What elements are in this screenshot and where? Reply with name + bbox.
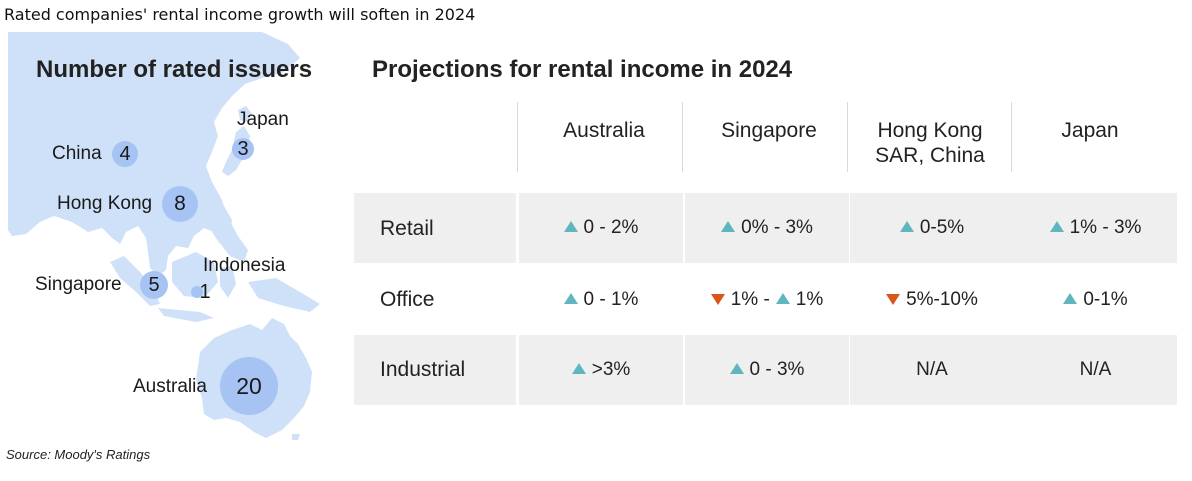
projection-value: 0-5% [899,217,965,239]
taiwan-landmass [210,192,218,208]
projection-text: 0-5% [919,217,965,238]
projection-value: 0 - 2% [563,217,639,239]
tasmania-landmass [292,434,300,440]
column-header-line: Singapore [721,119,817,142]
row-label-retail: Retail [380,217,434,240]
projection-value: N/A [916,359,948,381]
borneo-landmass [172,252,218,298]
projection-text: 1% - [730,289,770,310]
source-note: Source: Moody's Ratings [6,447,151,462]
projection-text: 0 - 3% [749,359,805,380]
projection-text: 5%-10% [906,289,978,310]
sulawesi-landmass [220,266,236,298]
column-header-line: Japan [1061,119,1119,142]
down-arrow-icon [710,293,725,305]
projection-cell: >3% [519,335,683,405]
projection-cell: 5%-10% [850,265,1014,335]
up-arrow-icon [1063,292,1078,304]
projection-text: >3% [591,359,631,380]
column-header-line: Hong Kong [877,119,983,142]
australia-count: 20 [236,373,262,399]
hong-kong-bubble [162,186,198,222]
australia-label: Australia [133,376,207,397]
projection-cell: N/A [1014,335,1177,405]
projection-text: 0 - 1% [583,289,639,310]
japan-label: Japan [237,109,289,130]
projection-text: 0% - 3% [741,217,813,238]
row-label-office: Office [380,288,435,311]
column-divider [1011,102,1012,172]
singapore-label: Singapore [35,274,122,295]
projection-value: 1% [775,289,824,311]
projection-value: 5%-10% [886,289,978,311]
projection-text: 0 - 2% [583,217,639,238]
projection-cell: 0-1% [1014,265,1177,335]
projection-cell: N/A [850,335,1014,405]
column-header-singapore: Singapore [687,118,851,143]
hokkaido-landmass [238,106,252,122]
row-label-shade [354,335,516,405]
indonesia-count: 1 [199,281,211,303]
new-guinea-landmass [248,278,320,312]
up-arrow-icon [1049,220,1064,232]
japan-count: 3 [237,138,249,160]
projection-cell: 0 - 2% [519,193,683,263]
china-label: China [52,143,102,164]
up-arrow-icon [899,220,914,232]
projection-text: N/A [1079,359,1112,380]
projection-cell: 1% - 1% [685,265,849,335]
up-arrow-icon [775,292,790,304]
indonesia-label: Indonesia [203,255,286,276]
china-bubble [112,141,138,167]
projection-cell: 0-5% [850,193,1014,263]
row-label-industrial: Industrial [380,358,466,381]
projection-text: 1% [795,289,824,310]
java-landmass [158,308,214,322]
singapore-bubble [140,271,168,299]
up-arrow-icon [571,362,586,374]
projection-cell: 1% - 3% [1014,193,1177,263]
column-header-line: Australia [563,119,645,142]
column-divider [847,102,848,172]
projection-cell: 0 - 3% [685,335,849,405]
down-arrow-icon [886,293,901,305]
projection-value: 1% - 3% [1049,217,1142,239]
up-arrow-icon [721,220,736,232]
row-label-shade [354,193,516,263]
projection-text: 0-1% [1083,289,1128,310]
up-arrow-icon [563,220,578,232]
projection-value: 0 - 1% [563,289,639,311]
singapore-count: 5 [148,274,160,296]
up-arrow-icon [563,292,578,304]
column-header-australia: Australia [522,118,686,143]
china-count: 4 [119,143,131,165]
asia-pacific-map [8,32,320,440]
chart-title: Rated companies' rental income growth wi… [4,5,476,24]
projection-text: N/A [916,359,948,380]
projection-value: 0% - 3% [721,217,813,239]
column-header-hong-kong: Hong Kong SAR, China [848,118,1012,168]
hong-kong-count: 8 [174,192,186,215]
japan-bubble [232,138,254,160]
indonesia-bubble [191,286,203,298]
projection-value: 0 - 3% [729,359,805,381]
map-heading: Number of rated issuers [36,56,313,83]
projection-value: 0-1% [1063,289,1128,311]
philippines-landmass [212,206,232,244]
australia-bubble [220,357,278,415]
column-header-japan: Japan [1008,118,1172,143]
projection-value: >3% [571,359,631,381]
projection-value: 1% - [710,289,770,311]
projection-text: 1% - 3% [1069,217,1142,238]
column-header-line: SAR, China [875,144,985,167]
projection-cell: 0 - 1% [519,265,683,335]
up-arrow-icon [729,362,744,374]
column-divider [682,102,683,172]
hong-kong-label: Hong Kong [57,193,153,214]
projection-cell: 0% - 3% [685,193,849,263]
table-heading: Projections for rental income in 2024 [372,56,793,83]
projection-value: N/A [1080,359,1112,381]
column-divider [517,102,518,172]
